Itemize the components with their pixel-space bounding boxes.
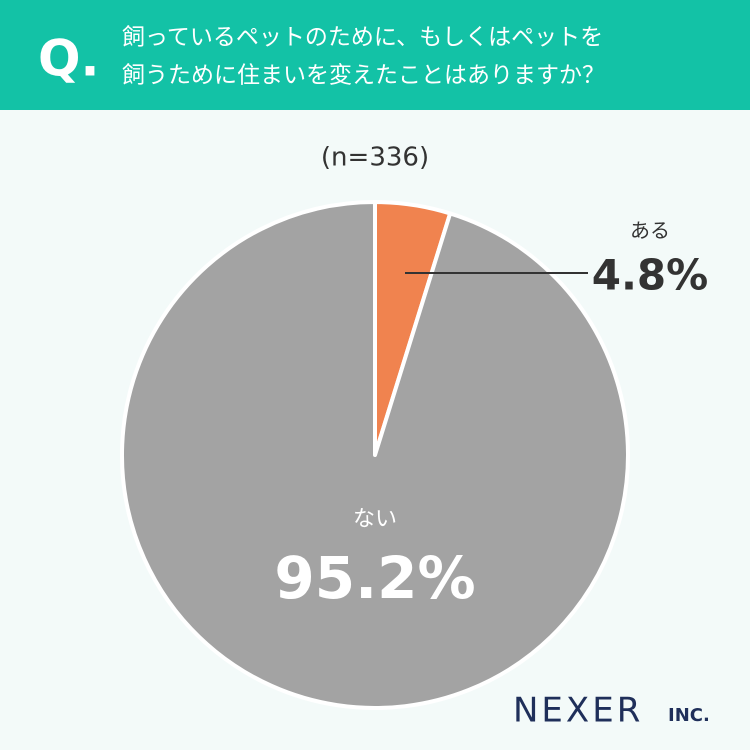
question-label: Q. (38, 30, 100, 88)
slice-value-label: 4.8% (592, 251, 708, 300)
logo-name: NEXER (513, 691, 643, 731)
pie (120, 200, 630, 710)
slice-category-label: ない (353, 507, 397, 532)
pie-slice (120, 200, 630, 710)
chart-title: 飼っているペットのために、もしくはペットを (122, 25, 603, 51)
header-band (0, 0, 750, 110)
logo-suffix: INC. (668, 705, 710, 726)
chart-subtitle: (n=336) (321, 143, 429, 173)
chart-title: 飼うために住まいを変えたことはありますか？ (122, 63, 605, 89)
slice-category-label: ある (630, 219, 670, 243)
slice-value-label: 95.2% (274, 544, 475, 612)
